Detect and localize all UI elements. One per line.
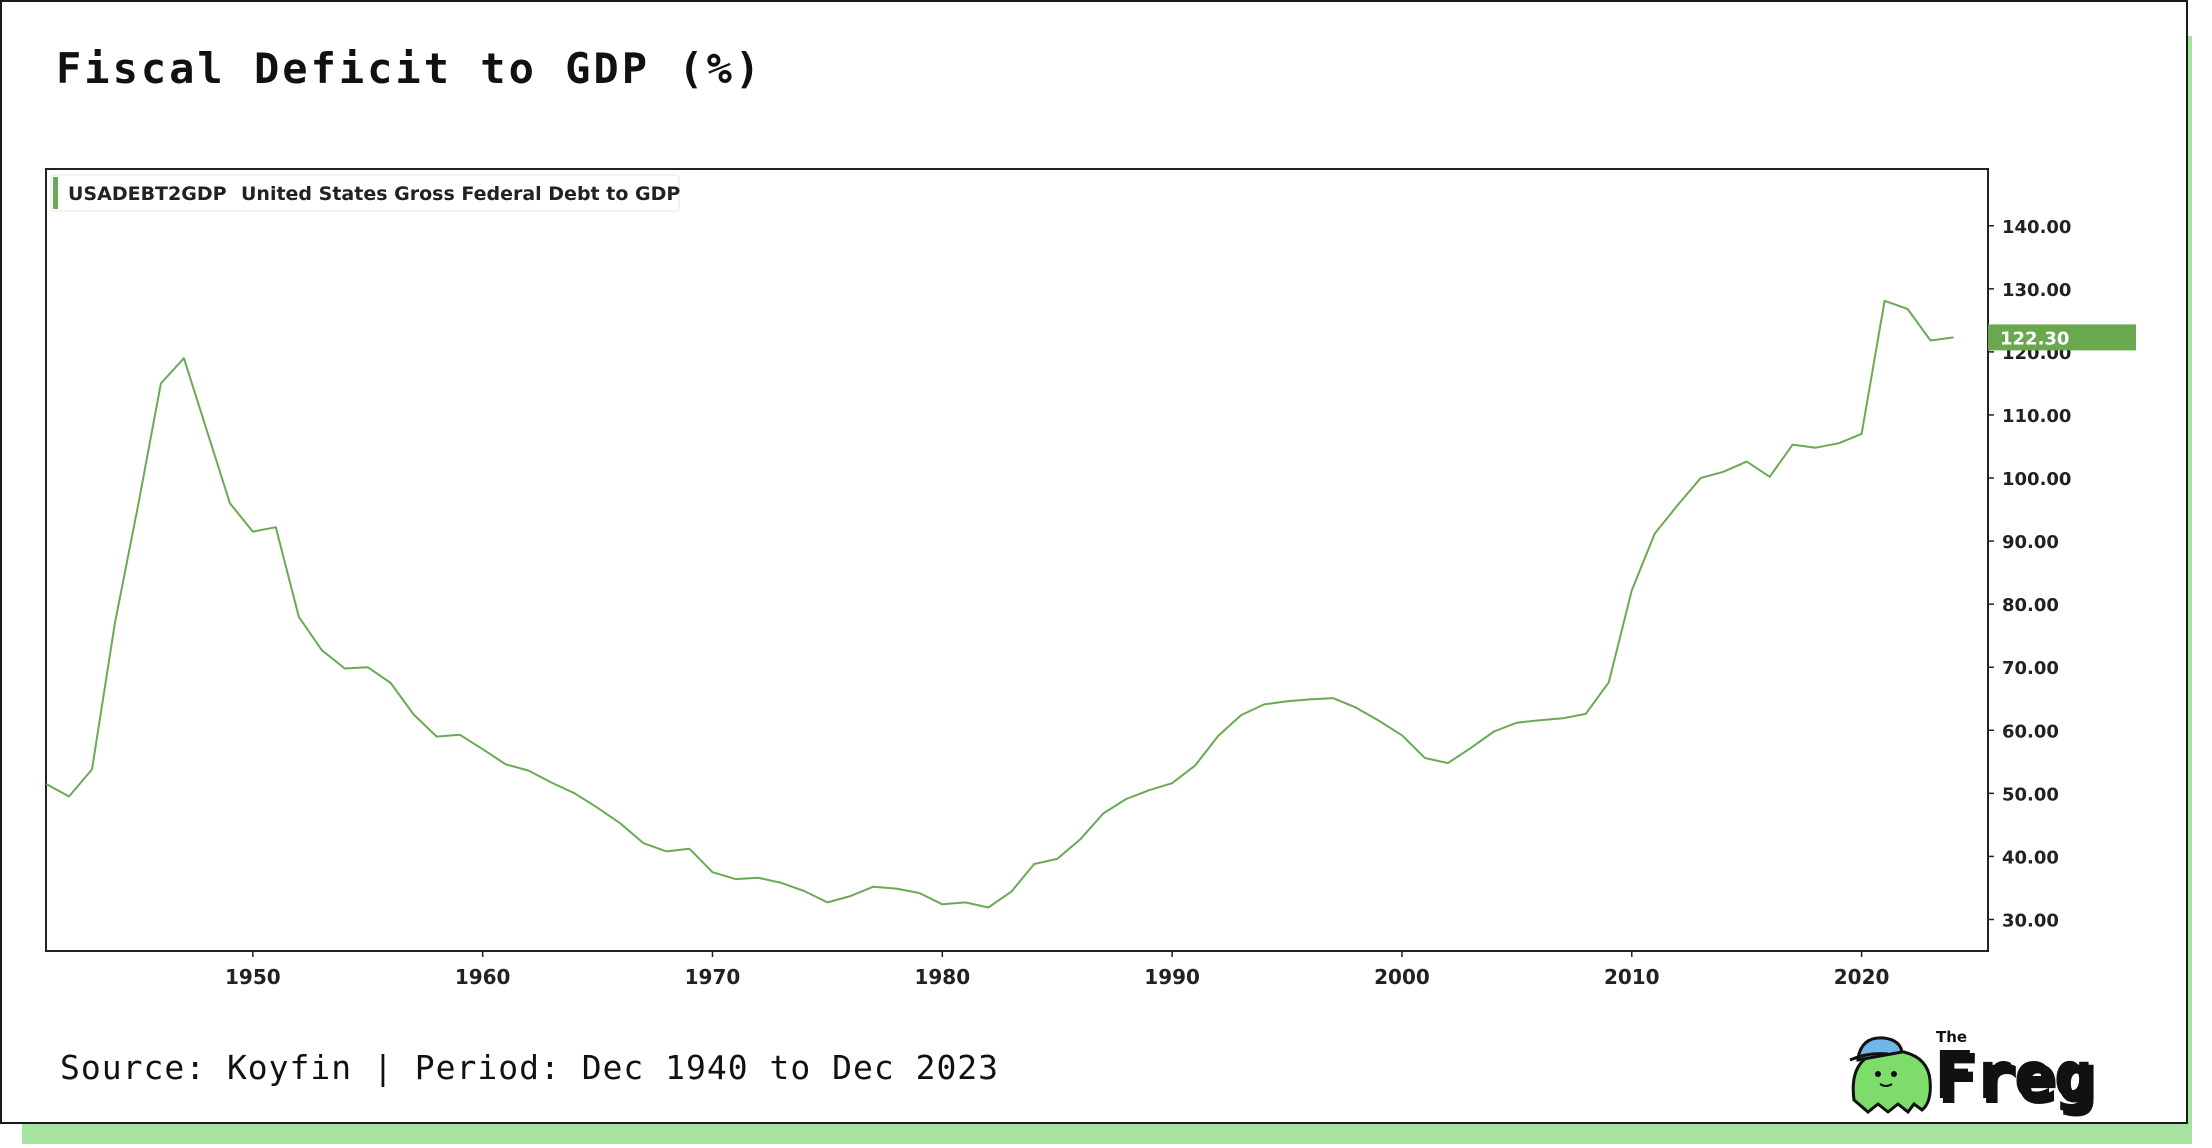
legend-box — [50, 174, 680, 212]
legend-swatch — [53, 177, 58, 209]
legend: USADEBT2GDP United States Gross Federal … — [50, 174, 680, 212]
x-tick-label: 1980 — [914, 965, 970, 989]
y-tick-label: 60.00 — [2002, 721, 2059, 742]
x-axis: 1950 1960 1970 1980 1990 2000 2010 2020 — [225, 951, 1889, 989]
last-value-badge: 122.30 — [1988, 324, 2136, 351]
y-tick-label: 50.00 — [2002, 784, 2059, 805]
last-value-label: 122.30 — [2000, 328, 2069, 349]
plot-frame — [45, 168, 1989, 952]
x-tick-label: 2020 — [1834, 965, 1890, 989]
legend-code: USADEBT2GDP — [68, 183, 227, 205]
y-tick-label: 40.00 — [2002, 847, 2059, 868]
y-axis: 30.00 40.00 50.00 60.00 70.00 80.00 90.00 100.0… — [1988, 217, 2071, 931]
logo-the: The — [1936, 1028, 1967, 1046]
frog-mascot-icon — [1849, 1036, 1932, 1115]
source-note: Source: Koyfin | Period: Dec 1940 to Dec… — [60, 1048, 1000, 1087]
x-tick-label: 2000 — [1374, 965, 1430, 989]
chart-title: Fiscal Deficit to GDP (%) — [56, 44, 764, 93]
last-value-box — [1988, 324, 2136, 351]
logo-word: Freg — [1934, 1037, 2093, 1114]
x-tick-label: 1960 — [455, 965, 511, 989]
y-tick-label: 130.00 — [2002, 280, 2071, 301]
x-tick-label: 1970 — [685, 965, 741, 989]
series-line-usadebt2gdp — [45, 299, 1954, 909]
y-tick-label: 90.00 — [2002, 532, 2059, 553]
y-tick-label: 30.00 — [2002, 910, 2059, 931]
y-tick-label: 100.00 — [2002, 469, 2071, 490]
y-tick-label: 70.00 — [2002, 658, 2059, 679]
y-tick-label: 140.00 — [2002, 217, 2071, 238]
legend-name: United States Gross Federal Debt to GDP — [241, 183, 680, 205]
x-tick-label: 1990 — [1144, 965, 1200, 989]
x-tick-label: 2010 — [1604, 965, 1660, 989]
freg-logo: The Freg Freg — [1849, 1028, 2098, 1119]
x-tick-label: 1950 — [225, 965, 281, 989]
logo-word-shadow: Freg — [1938, 1041, 2097, 1118]
y-tick-label: 110.00 — [2002, 406, 2071, 427]
y-tick-label: 80.00 — [2002, 595, 2059, 616]
